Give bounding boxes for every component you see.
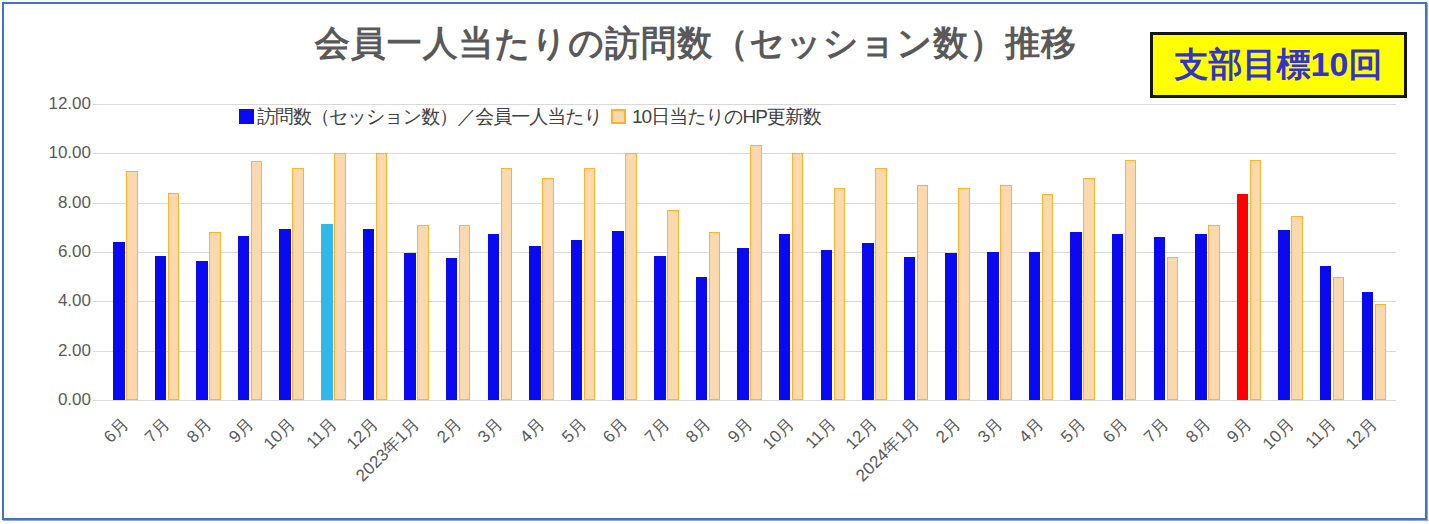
bar-hp-updates xyxy=(1167,257,1179,400)
gridline xyxy=(93,203,1396,204)
bar-visits xyxy=(404,253,416,400)
gridline xyxy=(93,400,1396,401)
bar-hp-updates xyxy=(1000,185,1012,400)
bar-hp-updates xyxy=(584,168,596,400)
bar-visits xyxy=(446,258,458,400)
bar-visits xyxy=(779,234,791,401)
bar-visits xyxy=(654,256,666,400)
bar-hp-updates xyxy=(792,153,804,400)
bar-hp-updates xyxy=(1125,160,1137,401)
bar-visits xyxy=(987,252,999,400)
bar-hp-updates xyxy=(1375,304,1387,400)
y-axis-tick-label: 0.00 xyxy=(0,390,91,410)
bar-visits xyxy=(1070,232,1082,400)
bar-hp-updates xyxy=(834,188,846,400)
bar-visits xyxy=(1362,292,1374,401)
bar-visits xyxy=(904,257,916,400)
bar-hp-updates xyxy=(625,153,637,400)
bar-hp-updates xyxy=(709,232,721,400)
bar-hp-updates xyxy=(168,193,180,400)
legend-label-hp-updates: 10日当たりのHP更新数 xyxy=(632,104,821,130)
bar-hp-updates xyxy=(917,185,929,400)
bar-visits xyxy=(1112,234,1124,401)
bar-hp-updates xyxy=(1083,178,1095,400)
bar-visits xyxy=(196,261,208,400)
bar-visits xyxy=(945,253,957,400)
bar-visits xyxy=(363,229,375,400)
bar-visits xyxy=(737,248,749,400)
bar-visits xyxy=(821,250,833,401)
bar-visits xyxy=(488,234,500,401)
bar-visits xyxy=(612,231,624,400)
bar-visits xyxy=(696,277,708,400)
bar-visits xyxy=(1278,230,1290,400)
gridline xyxy=(93,104,1396,105)
bar-hp-updates xyxy=(1208,225,1220,400)
bar-hp-updates xyxy=(334,153,346,400)
y-axis-tick-label: 10.00 xyxy=(0,143,91,163)
bar-visits xyxy=(279,229,291,400)
bar-hp-updates xyxy=(1333,277,1345,400)
bar-visits xyxy=(155,256,167,400)
bar-hp-updates xyxy=(376,153,388,400)
bar-hp-updates xyxy=(417,225,429,400)
y-axis-tick-label: 6.00 xyxy=(0,242,91,262)
bar-hp-updates xyxy=(542,178,554,400)
bar-hp-updates xyxy=(501,168,513,400)
bar-visits xyxy=(1320,266,1332,400)
y-axis-tick-label: 12.00 xyxy=(0,94,91,114)
legend-swatch-hp-updates xyxy=(611,109,626,124)
bar-hp-updates xyxy=(126,171,138,400)
bar-hp-updates xyxy=(875,168,887,400)
y-axis-tick-label: 2.00 xyxy=(0,341,91,361)
bar-visits xyxy=(113,242,125,400)
bar-visits xyxy=(862,243,874,400)
legend-swatch-visits xyxy=(239,109,254,124)
y-axis-tick-label: 4.00 xyxy=(0,291,91,311)
bar-hp-updates xyxy=(958,188,970,400)
bar-hp-updates xyxy=(1042,194,1054,400)
bar-hp-updates xyxy=(292,168,304,400)
target-badge: 支部目標10回 xyxy=(1150,32,1407,98)
gridline xyxy=(93,153,1396,154)
bar-visits xyxy=(321,224,333,400)
y-axis-tick-label: 8.00 xyxy=(0,193,91,213)
bar-visits xyxy=(1237,194,1249,400)
bar-hp-updates xyxy=(459,225,471,400)
bar-visits xyxy=(529,246,541,400)
bar-visits xyxy=(1029,252,1041,400)
bar-hp-updates xyxy=(1250,160,1262,401)
bar-hp-updates xyxy=(209,232,221,400)
bar-visits xyxy=(1154,237,1166,400)
bar-hp-updates xyxy=(667,210,679,400)
bar-hp-updates xyxy=(750,145,762,400)
bar-hp-updates xyxy=(1291,216,1303,400)
bar-visits xyxy=(1195,234,1207,401)
legend-label-visits: 訪問数（セッション数）／会員一人当たり xyxy=(257,104,602,130)
bar-visits xyxy=(571,240,583,400)
bar-visits xyxy=(238,236,250,400)
chart-title: 会員一人当たりの訪問数（セッション数）推移 xyxy=(315,23,1078,62)
bar-hp-updates xyxy=(251,161,263,400)
